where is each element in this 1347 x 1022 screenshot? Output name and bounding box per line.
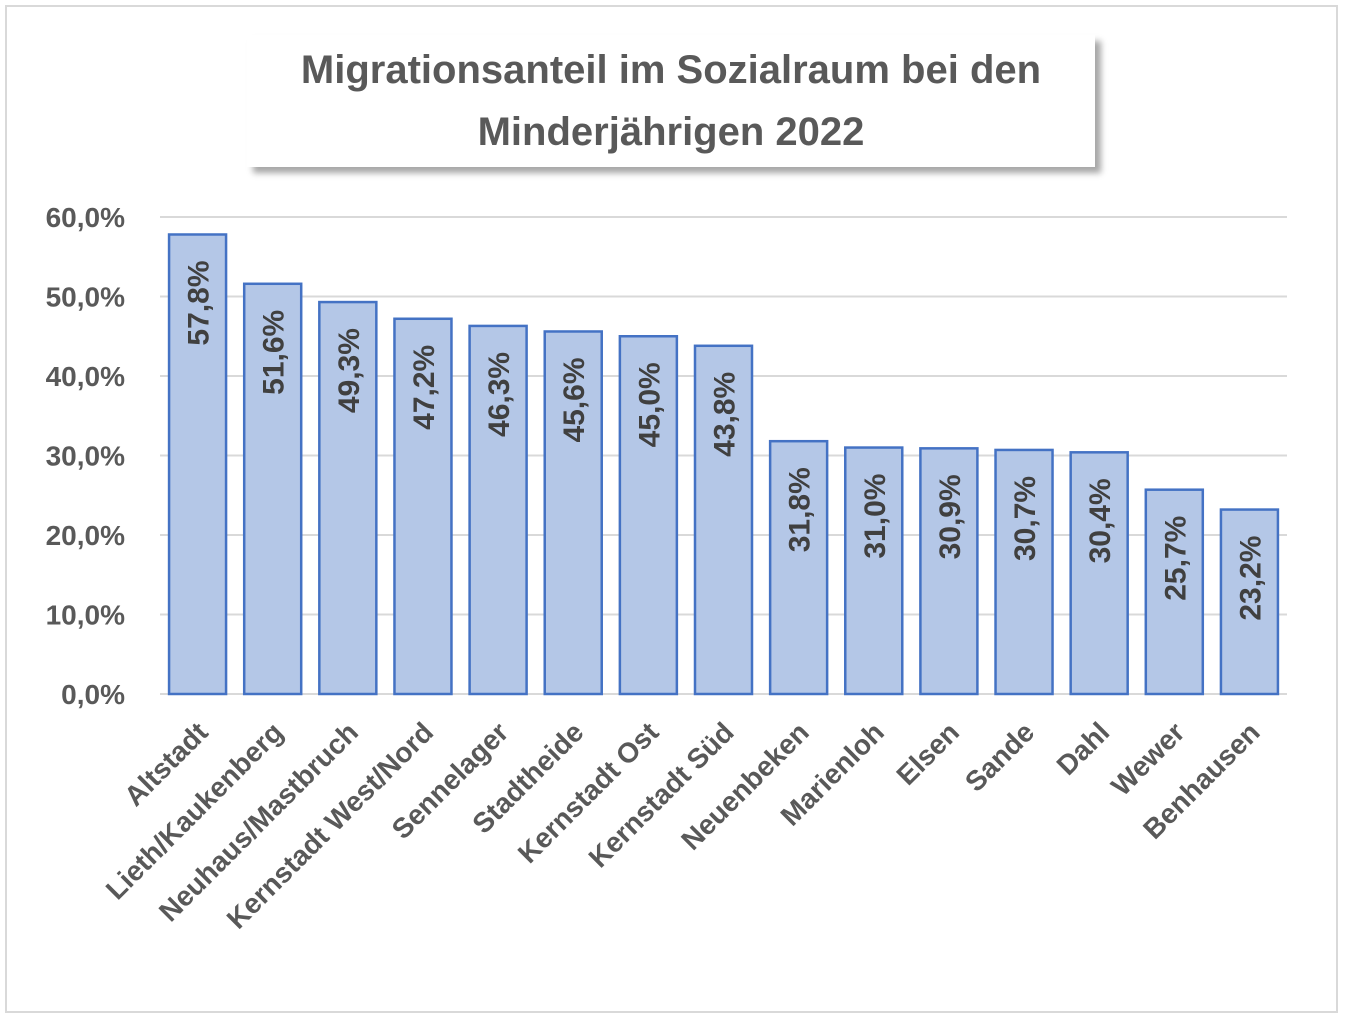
data-label: 30,9% [934, 474, 967, 559]
bar [1144, 488, 1205, 696]
chart-frame [5, 5, 1338, 1013]
data-label: 43,8% [709, 372, 742, 457]
bar [994, 448, 1054, 696]
data-label: 25,7% [1159, 516, 1192, 601]
bar [242, 282, 303, 696]
bar [919, 447, 979, 696]
bar [543, 330, 603, 696]
data-label: 30,7% [1009, 476, 1042, 561]
data-label: 51,6% [258, 310, 291, 395]
bar [393, 317, 453, 696]
bar [468, 324, 528, 696]
data-label: 49,3% [333, 328, 366, 413]
y-tick-label: 0,0% [61, 679, 125, 710]
bar [318, 300, 378, 696]
y-tick-label: 20,0% [46, 520, 125, 551]
data-label: 57,8% [183, 260, 216, 345]
bar [618, 335, 679, 696]
data-label: 30,4% [1084, 478, 1117, 563]
y-tick-label: 40,0% [46, 361, 125, 392]
y-tick-label: 60,0% [46, 202, 125, 233]
bar [768, 439, 829, 696]
data-label: 23,2% [1234, 536, 1267, 621]
y-tick-label: 30,0% [46, 441, 125, 472]
bar [167, 233, 228, 696]
x-tick-label: Elsen [890, 716, 965, 791]
data-label: 31,0% [859, 474, 892, 559]
data-label: 45,0% [633, 362, 666, 447]
chart-title: Migrationsanteil im Sozialraum bei den M… [247, 35, 1095, 167]
data-label: 47,2% [408, 345, 441, 430]
data-label: 45,6% [558, 357, 591, 442]
data-label: 31,8% [784, 467, 817, 552]
bar [693, 344, 754, 696]
bar [844, 446, 904, 696]
y-tick-label: 10,0% [46, 600, 125, 631]
bar [1219, 508, 1280, 696]
x-tick-label: Sande [959, 716, 1040, 797]
x-tick-label: Dahl [1051, 716, 1116, 781]
y-tick-label: 50,0% [46, 282, 125, 313]
data-label: 46,3% [483, 352, 516, 437]
bar [1069, 451, 1129, 696]
